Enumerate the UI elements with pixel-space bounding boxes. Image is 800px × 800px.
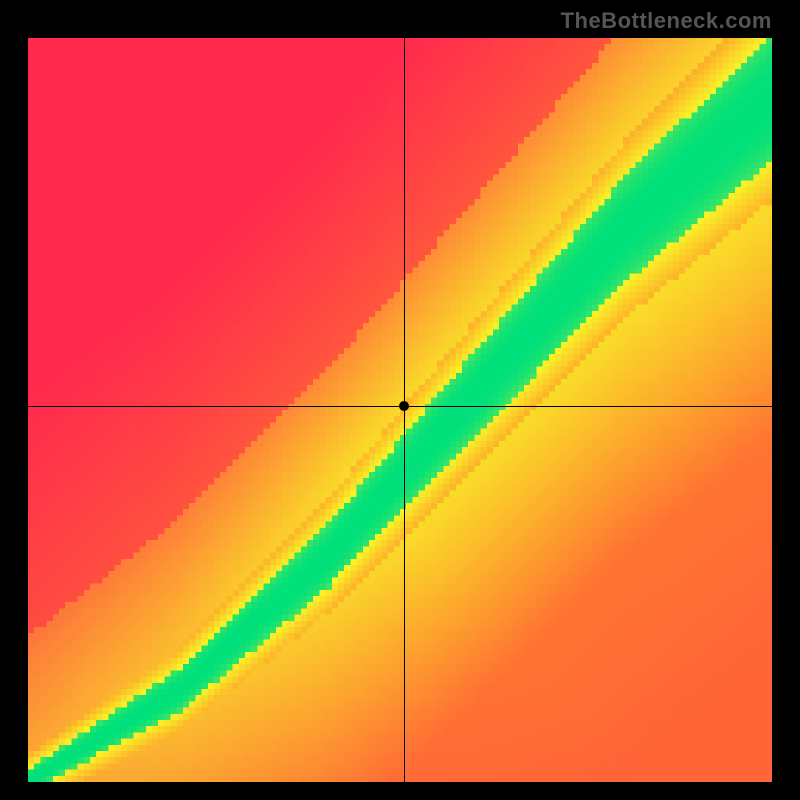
- crosshair-marker: [399, 401, 409, 411]
- heatmap-plot-area: [28, 38, 772, 782]
- attribution-watermark: TheBottleneck.com: [561, 8, 772, 34]
